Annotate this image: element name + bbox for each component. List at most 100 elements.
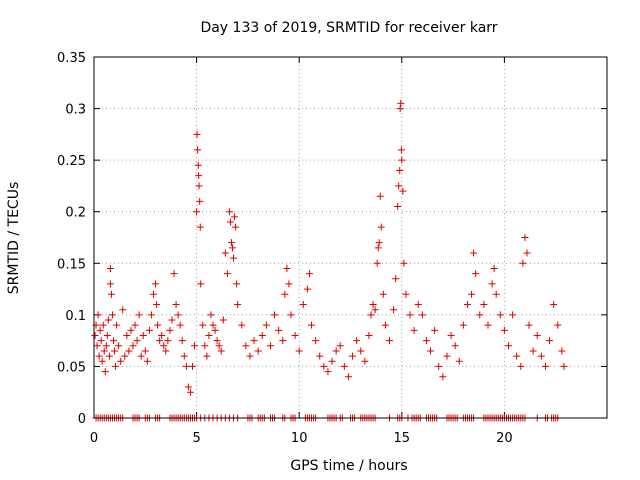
data-point [422, 337, 430, 345]
data-point [427, 347, 435, 355]
data-point [558, 347, 566, 355]
data-point [109, 337, 117, 345]
data-point [484, 321, 492, 329]
axis-ticks: 0 0.05 0.1 0.15 0.2 0.25 0.3 0.35 0 5 10 15 20 [57, 51, 607, 446]
data-point [176, 321, 184, 329]
data-point [476, 311, 484, 319]
data-point [320, 362, 328, 370]
data-point [357, 347, 365, 355]
x-tick-label: 20 [496, 431, 513, 446]
data-point [279, 337, 287, 345]
data-point [194, 146, 202, 154]
y-tick-label: 0.25 [57, 154, 86, 169]
data-point [115, 342, 123, 350]
data-point [98, 357, 106, 365]
data-point [117, 357, 125, 365]
data-point [470, 249, 478, 257]
data-point [129, 342, 137, 350]
data-point [379, 290, 387, 298]
data-point [91, 331, 99, 339]
y-tick-label: 0.3 [65, 103, 86, 118]
data-point [227, 239, 235, 247]
data-point [367, 311, 375, 319]
data-point [125, 347, 133, 355]
data-point [340, 362, 348, 370]
data-point [400, 259, 408, 267]
data-point [523, 249, 531, 257]
data-point [156, 337, 164, 345]
data-point [468, 290, 476, 298]
x-tick-label: 5 [192, 431, 200, 446]
data-point [234, 301, 242, 309]
data-point [103, 331, 111, 339]
data-point [303, 285, 311, 293]
data-point [246, 352, 254, 360]
data-point [100, 347, 108, 355]
data-point [168, 316, 176, 324]
plot-frame [93, 56, 608, 419]
data-point [455, 357, 463, 365]
data-point [121, 352, 129, 360]
data-point [361, 357, 369, 365]
data-point [145, 326, 153, 334]
data-point [463, 301, 471, 309]
data-point [106, 280, 114, 288]
data-point [281, 290, 289, 298]
data-point [225, 208, 233, 216]
x-tick-label: 10 [291, 431, 308, 446]
data-point [193, 130, 201, 138]
data-point [143, 357, 151, 365]
data-point [158, 331, 166, 339]
data-point [447, 331, 455, 339]
data-point [554, 321, 562, 329]
data-point [308, 321, 316, 329]
data-point [399, 187, 407, 195]
data-point [97, 337, 105, 345]
data-point [104, 316, 112, 324]
data-point [509, 311, 517, 319]
data-point [111, 347, 119, 355]
data-point [141, 347, 149, 355]
data-point [435, 362, 443, 370]
data-point [459, 321, 467, 329]
data-point [349, 352, 357, 360]
data-point [377, 223, 385, 231]
data-point [226, 218, 234, 226]
data-point [324, 368, 332, 376]
data-point [170, 270, 178, 278]
data-point [353, 337, 361, 345]
data-point [375, 239, 383, 247]
data-point [396, 166, 404, 174]
data-point [262, 321, 270, 329]
data-point [211, 326, 219, 334]
data-point [299, 301, 307, 309]
data-point [328, 357, 336, 365]
data-point [221, 249, 229, 257]
data-point [174, 311, 182, 319]
data-point [519, 259, 527, 267]
data-point [371, 306, 379, 314]
data-point [305, 270, 313, 278]
data-point [203, 352, 211, 360]
data-point [517, 362, 525, 370]
data-point [560, 362, 568, 370]
x-axis-label: GPS time / hours [290, 458, 407, 474]
data-point [207, 311, 215, 319]
data-point [196, 197, 204, 205]
data-point [418, 311, 426, 319]
data-point [472, 270, 480, 278]
data-point [336, 342, 344, 350]
data-point [233, 280, 241, 288]
data-point [271, 311, 279, 319]
data-point [113, 321, 121, 329]
data-point [490, 264, 498, 272]
data-point [154, 321, 162, 329]
data-point [139, 331, 147, 339]
data-point [344, 373, 352, 381]
data-point [193, 208, 201, 216]
data-point [195, 182, 203, 190]
data-point [217, 347, 225, 355]
data-point [172, 301, 180, 309]
data-point [395, 182, 403, 190]
